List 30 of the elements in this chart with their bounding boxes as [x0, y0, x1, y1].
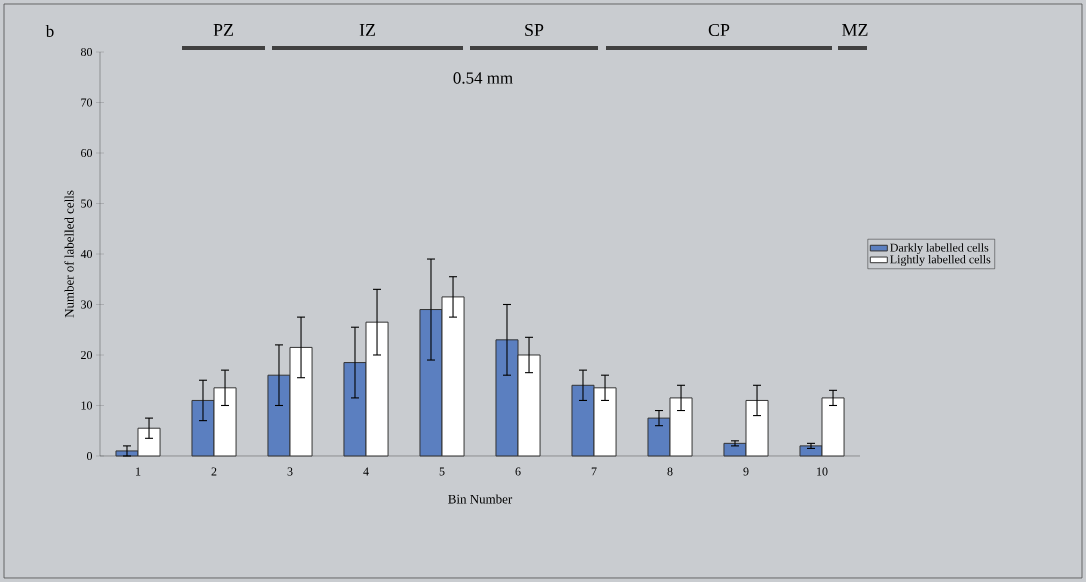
x-axis-title: Bin Number [448, 494, 513, 504]
y-tick-label: 80 [80, 47, 93, 57]
x-tick-label: 8 [667, 467, 673, 476]
x-tick-label: 3 [287, 467, 293, 476]
y-tick-label: 20 [81, 350, 93, 360]
text: SP [525, 23, 544, 37]
y-axis-title: Number of labelled cells [64, 190, 74, 318]
x-tick-label: 5 [439, 467, 445, 476]
x-tick-label: 6 [515, 467, 521, 476]
x-tick-label: 2 [211, 467, 217, 476]
legend-label: Darkly labelled cells [890, 243, 989, 255]
text: CP [708, 23, 730, 37]
text: MZ [842, 24, 868, 36]
x-tick-label: 9 [743, 467, 749, 476]
annotation: 0.54 mm [453, 72, 513, 84]
legend-label: Lightly labelled cells [890, 254, 991, 266]
y-tick-label: 60 [81, 148, 93, 158]
y-tick-label: 0 [86, 451, 93, 461]
text: IZ [359, 24, 375, 36]
text: PZ [213, 24, 233, 36]
x-tick-label: 10 [817, 467, 828, 476]
y-tick-label: 30 [81, 300, 93, 309]
text: b [45, 25, 54, 37]
x-tick-label: 1 [136, 467, 141, 476]
y-tick-label: 50 [81, 199, 93, 208]
y-tick-label: 40 [80, 249, 93, 259]
y-tick-label: 70 [81, 98, 93, 107]
x-tick-label: 7 [591, 467, 597, 476]
x-tick-label: 4 [363, 467, 369, 476]
y-tick-label: 10 [81, 401, 93, 410]
